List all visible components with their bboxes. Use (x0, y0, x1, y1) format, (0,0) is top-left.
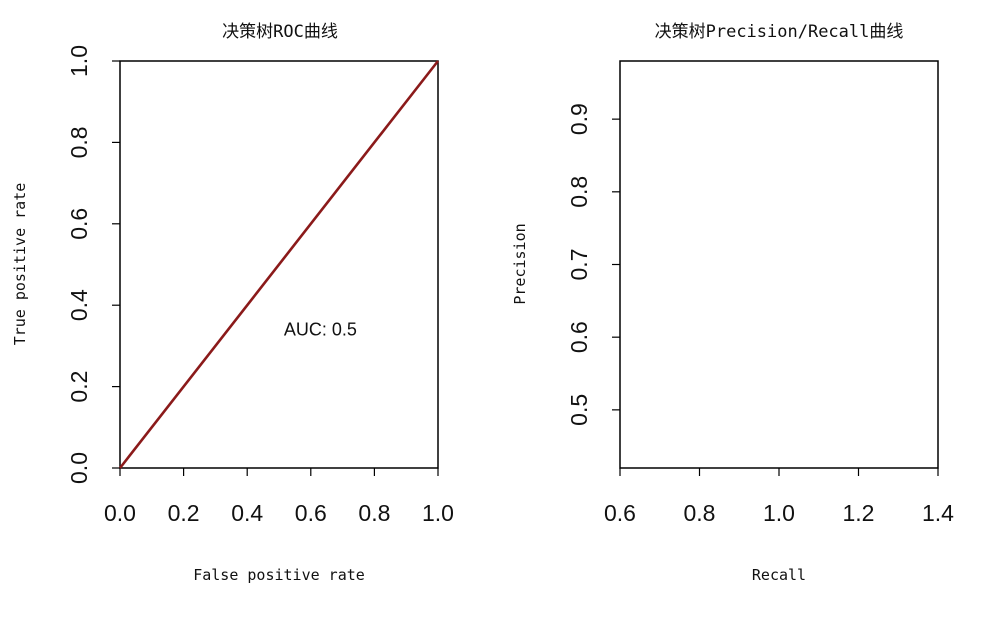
roc-x-tick-label: 0.0 (104, 500, 136, 526)
roc-y-label: True positive rate (11, 183, 29, 346)
pr-x-tick-label: 1.2 (843, 500, 875, 526)
roc-series (118, 60, 440, 469)
pr-y-axis: 0.5 0.6 0.7 0.8 0.9 (566, 103, 620, 426)
roc-panel: 决策树ROC曲线 0.0 0.2 0.4 0.6 0.8 1.0 0.0 0.2 0.4 0.6… (11, 22, 454, 584)
roc-y-axis: 0.0 0.2 0.4 0.6 0.8 1.0 (66, 45, 120, 484)
roc-title: 决策树ROC曲线 (222, 22, 338, 42)
pr-y-label: Precision (511, 223, 529, 304)
pr-x-tick-label: 0.8 (684, 500, 716, 526)
roc-curve-line (118, 60, 440, 469)
pr-x-axis: 0.6 0.8 1.0 1.2 1.4 (604, 468, 954, 526)
roc-x-tick-label: 0.4 (231, 500, 263, 526)
pr-plot-frame (619, 60, 939, 469)
roc-x-tick-label: 0.2 (168, 500, 200, 526)
pr-x-label: Recall (752, 566, 806, 584)
auc-annotation: AUC: 0.5 (284, 320, 357, 340)
pr-x-tick-label: 1.0 (763, 500, 795, 526)
roc-x-label: False positive rate (193, 566, 365, 584)
pr-panel: 决策树Precision/Recall曲线 0.6 0.8 1.0 1.2 1.4 0.… (511, 22, 954, 584)
pr-y-tick-label: 0.9 (566, 103, 592, 135)
roc-y-tick-label: 0.0 (66, 452, 92, 484)
roc-y-tick-label: 1.0 (66, 45, 92, 77)
roc-y-tick-label: 0.2 (66, 371, 92, 403)
pr-y-tick-label: 0.6 (566, 321, 592, 353)
roc-x-tick-label: 1.0 (422, 500, 454, 526)
pr-title: 决策树Precision/Recall曲线 (655, 22, 904, 42)
pr-y-tick-label: 0.7 (566, 249, 592, 281)
roc-x-tick-label: 0.8 (358, 500, 390, 526)
roc-plot-frame (119, 60, 439, 469)
roc-x-axis: 0.0 0.2 0.4 0.6 0.8 1.0 (104, 468, 454, 526)
pr-x-tick-label: 1.4 (922, 500, 954, 526)
pr-x-tick-label: 0.6 (604, 500, 636, 526)
pr-y-tick-label: 0.8 (566, 176, 592, 208)
roc-y-tick-label: 0.4 (66, 289, 92, 321)
roc-y-tick-label: 0.8 (66, 126, 92, 158)
pr-y-tick-label: 0.5 (566, 394, 592, 426)
roc-x-tick-label: 0.6 (295, 500, 327, 526)
roc-y-tick-label: 0.6 (66, 208, 92, 240)
